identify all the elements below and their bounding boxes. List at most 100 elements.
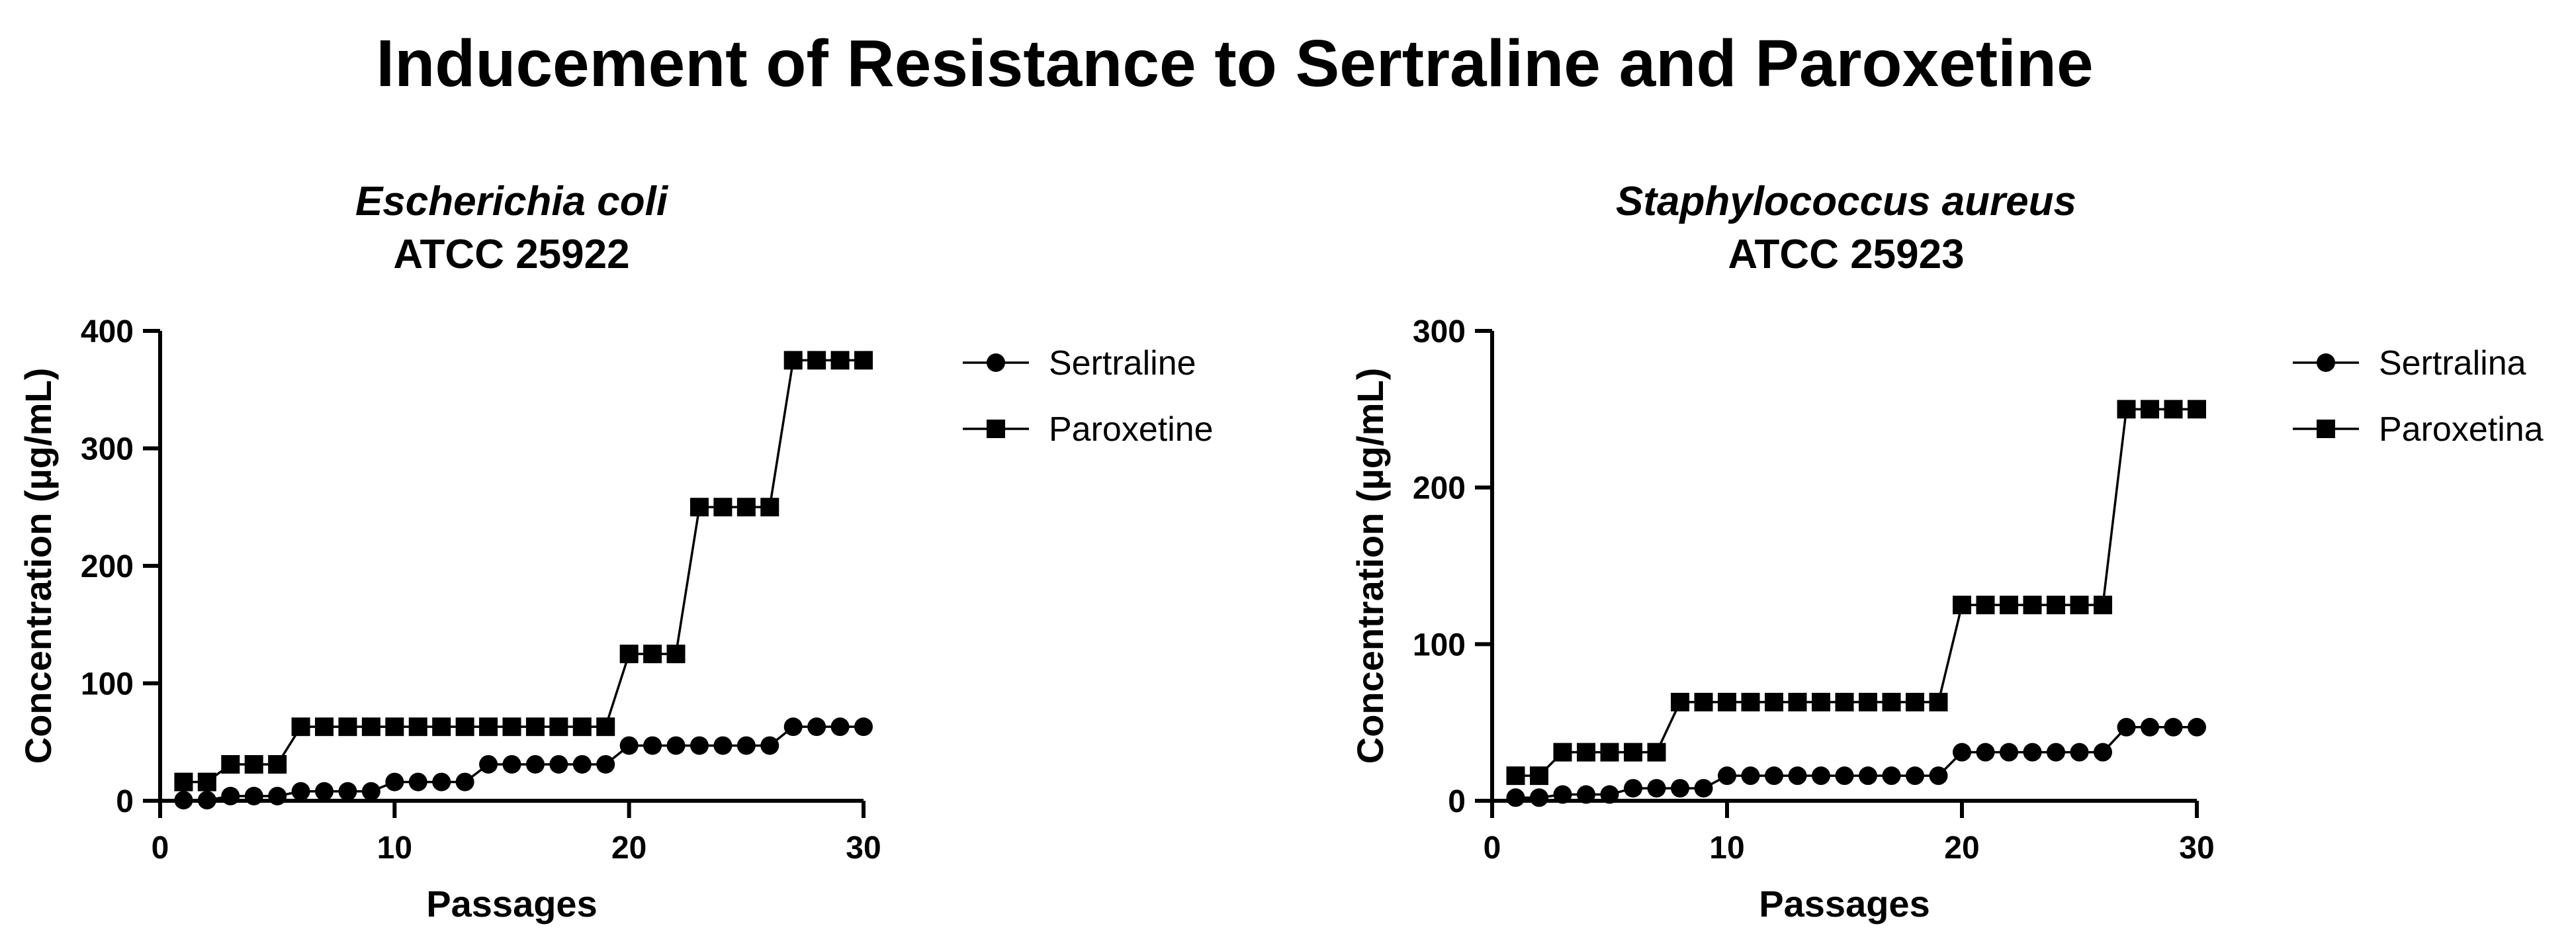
data-point-sertraline [596,754,615,774]
data-point-sertraline [525,754,545,774]
data-point-paroxetine [830,351,850,370]
data-point-paroxetine [291,717,310,737]
data-point-paroxetina [2117,400,2136,419]
data-point-paroxetine [666,645,686,664]
data-point-paroxetine [525,717,545,737]
data-point-paroxetine [268,754,287,774]
chart-panel-ecoli: Escherichia coli ATCC 25922 0 100 200 300 400 0… [17,179,1214,925]
data-point-sertralina [1953,743,1971,762]
data-point-paroxetina [1812,692,1830,711]
data-point-sertraline [783,717,803,737]
data-point-paroxetina [1788,692,1807,711]
data-point-paroxetine [760,498,779,517]
data-point-sertraline [221,786,240,805]
series-line-paroxetina [1515,408,2197,777]
data-point-paroxetina [2070,596,2089,615]
data-point-sertraline [572,754,592,774]
y-tick-label: 0 [116,784,134,819]
data-point-paroxetine [244,754,263,774]
x-tick-label: 20 [611,831,646,866]
data-point-paroxetina [1671,692,1689,711]
data-point-sertraline [385,772,404,792]
data-point-sertraline [361,782,380,801]
data-point-sertralina [1976,743,1995,762]
data-point-sertraline [807,717,826,737]
data-point-sertraline [502,754,521,774]
x-tick-label: 20 [1944,831,1979,866]
data-point-paroxetina [1530,766,1548,786]
data-point-sertralina [1812,766,1830,786]
data-point-sertralina [2023,743,2042,762]
data-point-sertraline [736,736,756,755]
legend-marker-square [2317,420,2335,438]
legend-marker-circle [2317,353,2335,372]
data-point-sertraline [479,754,498,774]
data-point-paroxetina [1600,743,1619,762]
data-point-sertralina [2164,717,2183,737]
data-point-sertraline [244,786,263,805]
data-point-sertralina [2070,743,2089,762]
x-axis-label: Passages [426,883,597,925]
x-tick-label: 0 [152,831,169,866]
data-point-paroxetina [1929,692,1948,711]
series-line-paroxetine [183,359,864,784]
panel-title-organism: Staphylococcus aureus [1616,179,2076,224]
data-point-sertraline [315,782,334,801]
y-axis-label: Concentration (µg/mL) [1349,368,1391,764]
data-point-paroxetine [197,772,216,792]
data-point-sertralina [1624,779,1642,798]
data-point-paroxetina [1624,743,1642,762]
data-point-paroxetina [2023,596,2042,615]
x-tick-label: 10 [377,831,412,866]
data-point-sertralina [1647,779,1666,798]
data-point-sertralina [1600,785,1619,804]
data-point-sertraline [408,772,427,792]
data-point-sertralina [2188,717,2206,737]
figure-title: Inducement of Resistance to Sertraline a… [376,26,2093,101]
data-point-paroxetina [1577,743,1595,762]
data-point-sertralina [2094,743,2112,762]
data-point-paroxetine [736,498,756,517]
legend-marker-circle [987,353,1005,372]
data-point-paroxetine [807,351,826,370]
data-point-paroxetine [338,717,357,737]
data-point-sertralina [1577,785,1595,804]
data-point-sertraline [549,754,568,774]
data-point-sertralina [1859,766,1877,786]
data-point-sertralina [1788,766,1807,786]
data-point-sertraline [689,736,709,755]
data-point-sertralina [2141,717,2159,737]
data-point-sertraline [197,791,216,810]
data-point-paroxetina [1882,692,1901,711]
data-point-sertraline [291,782,310,801]
data-point-paroxetine [619,645,639,664]
y-tick-label: 200 [81,549,134,584]
data-point-sertralina [1694,779,1713,798]
data-point-paroxetine [408,717,427,737]
data-point-sertraline [455,772,474,792]
data-point-sertralina [1671,779,1689,798]
y-tick-label: 200 [1413,471,1466,506]
data-point-paroxetina [2094,596,2112,615]
legend-label: Paroxetina [2379,410,2544,449]
data-point-sertraline [666,736,686,755]
x-tick-label: 30 [846,831,881,866]
data-point-paroxetine [479,717,498,737]
data-point-sertralina [1765,766,1783,786]
data-point-paroxetina [1718,692,1736,711]
legend-label: Paroxetine [1049,410,1214,449]
data-point-paroxetine [643,645,662,664]
x-tick-label: 10 [1709,831,1744,866]
data-point-paroxetine [432,717,451,737]
data-point-sertraline [432,772,451,792]
data-point-sertraline [854,717,873,737]
panel-title-strain: ATCC 25923 [1728,232,1964,277]
data-point-paroxetina [2164,400,2183,419]
x-tick-label: 30 [2179,831,2214,866]
y-tick-label: 300 [81,432,134,467]
data-point-paroxetine [455,717,474,737]
data-point-sertraline [619,736,639,755]
data-point-paroxetina [2141,400,2159,419]
data-point-paroxetine [596,717,615,737]
